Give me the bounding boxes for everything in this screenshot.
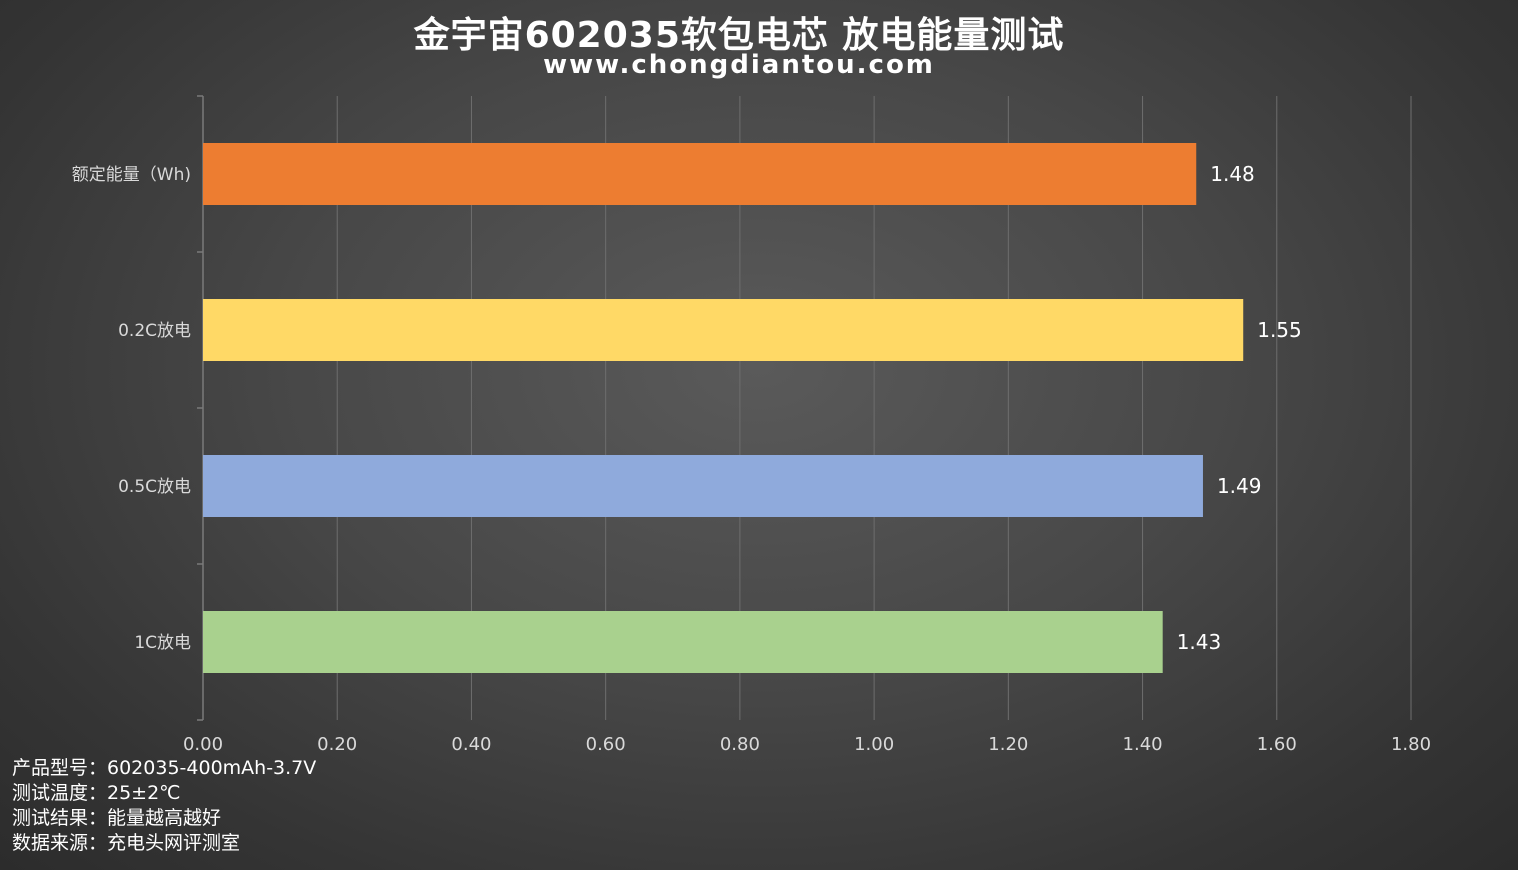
x-tick-label: 0.60 — [586, 734, 626, 755]
chart-subtitle: www.chongdiantou.com — [543, 50, 935, 80]
x-tick-label: 0.40 — [451, 734, 491, 755]
bar — [203, 143, 1197, 205]
category-label: 额定能量（Wh) — [72, 165, 191, 185]
x-tick-label: 1.40 — [1123, 734, 1163, 755]
x-tick-label: 1.60 — [1257, 734, 1297, 755]
note-test-result: 测试结果：能量越高越好 — [12, 807, 222, 829]
data-label: 1.49 — [1217, 474, 1262, 498]
note-test-temperature: 测试温度：25±2℃ — [12, 782, 181, 804]
bar — [203, 455, 1203, 517]
x-tick-label: 1.00 — [854, 734, 894, 755]
bar — [203, 299, 1244, 361]
note-data-source: 数据来源：充电头网评测室 — [12, 832, 241, 854]
data-label: 1.43 — [1177, 630, 1222, 654]
x-tick-label: 0.20 — [317, 734, 357, 755]
chart-title: 金宇宙602035软包电芯 放电能量测试 — [413, 15, 1065, 56]
x-tick-label: 1.20 — [988, 734, 1028, 755]
note-product-model: 产品型号：602035-400mAh-3.7V — [12, 757, 317, 779]
data-label: 1.48 — [1210, 162, 1255, 186]
category-label: 0.2C放电 — [118, 321, 191, 341]
category-label: 0.5C放电 — [118, 477, 191, 497]
x-tick-label: 0.80 — [720, 734, 760, 755]
x-tick-label: 0.00 — [183, 734, 223, 755]
bar — [203, 611, 1163, 673]
x-tick-label: 1.80 — [1391, 734, 1431, 755]
data-label: 1.55 — [1257, 318, 1302, 342]
category-label: 1C放电 — [134, 633, 191, 653]
test-notes: 产品型号：602035-400mAh-3.7V 测试温度：25±2℃ 测试结果：… — [12, 756, 316, 856]
